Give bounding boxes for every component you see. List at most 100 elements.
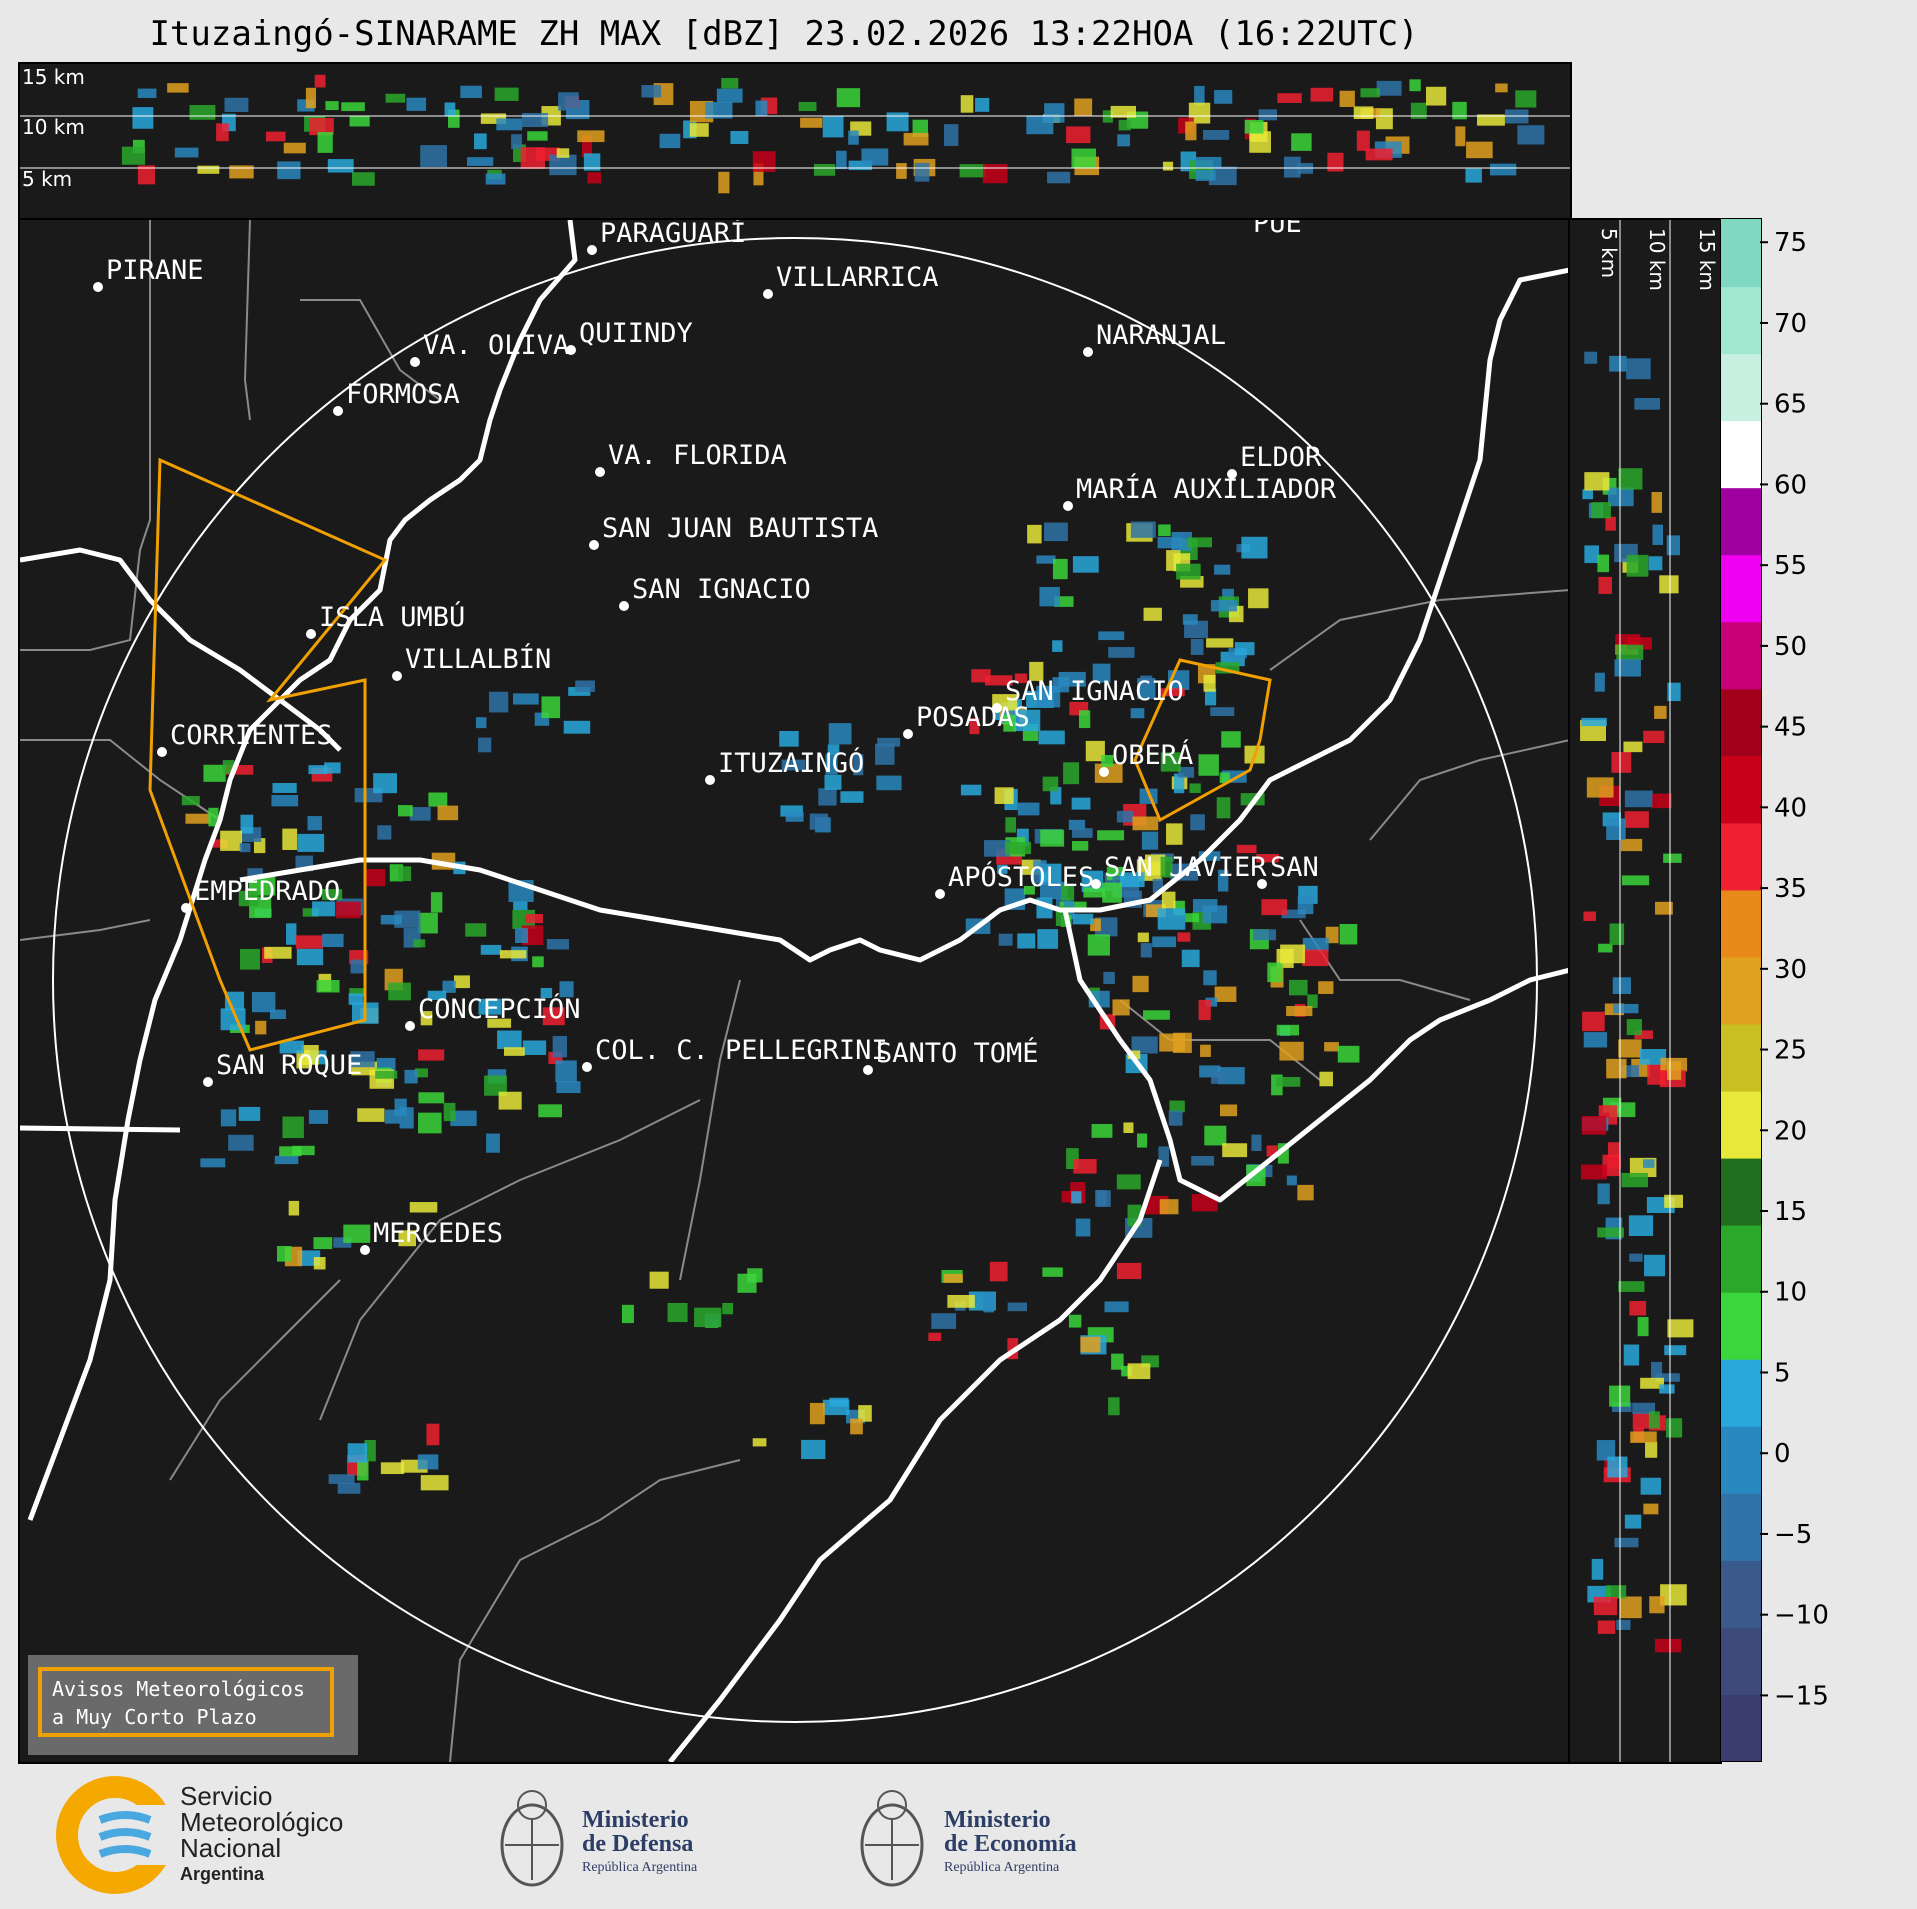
- city-dot: [1257, 879, 1267, 889]
- side-height-label-5: 5 km: [1597, 228, 1621, 278]
- city-label: VA. OLIVA: [423, 330, 569, 361]
- city-marker: ELDOR: [1227, 442, 1322, 479]
- city-marker: POSADAS: [903, 702, 1030, 739]
- city-dot: [595, 467, 605, 477]
- city-dot: [935, 889, 945, 899]
- colorbar-segment: [1721, 286, 1761, 355]
- radar-map-panel[interactable]: PIRANE PARAGUARÍ VILLARRICA VA. OLIVA QUIIND…: [18, 218, 1572, 1764]
- city-label: SAN IGNACIO: [632, 574, 811, 605]
- city-label: CONCEPCIÓN: [418, 993, 581, 1025]
- city-marker: PUE: [1253, 220, 1302, 239]
- city-label: NARANJAL: [1096, 320, 1226, 351]
- colorbar-tick-label: 5: [1774, 1358, 1791, 1388]
- city-dot: [405, 1021, 415, 1031]
- city-dot: [333, 406, 343, 416]
- smn-logo-icon: [56, 1776, 175, 1894]
- city-dot: [306, 629, 316, 639]
- city-dot: [863, 1065, 873, 1075]
- colorbar-segment: [1721, 1358, 1761, 1427]
- smn-name: Servicio Meteorológico Nacional Argentin…: [180, 1781, 344, 1884]
- city-label: PIRANE: [106, 255, 204, 286]
- colorbar-tick-label: 40: [1774, 793, 1807, 823]
- city-marker: SAN ROQUE: [203, 1050, 362, 1087]
- city-markers: PIRANE PARAGUARÍ VILLARRICA VA. OLIVA QUIIND…: [93, 220, 1337, 1255]
- city-label: COL. C. PELLEGRINI: [595, 1035, 888, 1066]
- city-dot: [1099, 767, 1109, 777]
- city-dot: [992, 703, 1002, 713]
- city-dot: [619, 601, 629, 611]
- colorbar-segment: [1721, 1224, 1761, 1293]
- colorbar-segment: [1721, 822, 1761, 891]
- city-marker: SANTO TOMÉ: [863, 1037, 1039, 1075]
- colorbar: [1720, 218, 1762, 1762]
- warning-polygon-corrientes[interactable]: [148, 457, 388, 1052]
- city-label: VA. FLORIDA: [608, 440, 787, 471]
- warning-legend-line2: a Muy Corto Plazo: [52, 1705, 257, 1729]
- colorbar-tick-label: 65: [1774, 390, 1807, 420]
- colorbar-tick-label: −15: [1774, 1681, 1829, 1711]
- city-dot: [582, 1062, 592, 1072]
- city-label: VILLALBÍN: [405, 643, 551, 675]
- city-marker: SAN JUAN BAUTISTA: [589, 513, 878, 550]
- colorbar-segment: [1721, 353, 1761, 422]
- warning-polygon-posadas[interactable]: [1133, 658, 1272, 823]
- colorbar-segment: [1721, 420, 1761, 489]
- city-label: ELDOR: [1240, 442, 1322, 473]
- colorbar-segment: [1721, 1693, 1761, 1762]
- colorbar-tick-label: 20: [1774, 1116, 1807, 1146]
- city-label: POSADAS: [916, 702, 1030, 733]
- colorbar-svg: [1721, 219, 1761, 1762]
- colorbar-tick-label: 15: [1774, 1197, 1807, 1227]
- city-dot: [589, 540, 599, 550]
- colorbar-tick-label: 30: [1774, 955, 1807, 985]
- colorbar-tick-label: 70: [1774, 309, 1807, 339]
- city-marker: MERCEDES: [360, 1218, 503, 1255]
- city-marker: ISLA UMBÚ: [306, 601, 465, 639]
- top-cross-section-panel: 15 km 10 km 5 km: [18, 62, 1572, 220]
- top-height-label-10: 10 km: [22, 115, 85, 139]
- city-marker: APÓSTOLES: [935, 861, 1094, 899]
- city-marker: SAN IGNACIO: [619, 574, 811, 611]
- city-marker: QUIINDY: [566, 318, 693, 355]
- city-dot: [203, 1077, 213, 1087]
- political-borders: [20, 220, 1570, 1762]
- city-label: SAN ROQUE: [216, 1050, 362, 1081]
- city-label: MARÍA AUXILIADOR: [1076, 473, 1337, 505]
- side-cross-section-svg: 5 km 10 km 15 km: [1580, 220, 1719, 1762]
- city-label: FORMOSA: [346, 379, 460, 410]
- city-label: QUIINDY: [579, 318, 693, 349]
- city-marker: EMPEDRADO: [181, 876, 340, 913]
- city-marker: NARANJAL: [1083, 320, 1226, 357]
- city-label: PARAGUARÍ: [600, 220, 746, 249]
- city-dot: [1063, 501, 1073, 511]
- city-dot: [360, 1245, 370, 1255]
- colorbar-segment: [1721, 688, 1761, 757]
- city-marker: SAN: [1257, 852, 1319, 889]
- city-marker: VILLARRICA: [763, 262, 939, 299]
- city-label: SANTO TOMÉ: [876, 1037, 1039, 1069]
- colorbar-tick-label: 10: [1774, 1278, 1807, 1308]
- city-label: ITUZAINGÓ: [718, 747, 864, 779]
- colorbar-segment: [1721, 956, 1761, 1025]
- chart-title: Ituzaingó-SINARAME ZH MAX [dBZ] 23.02.20…: [149, 14, 1419, 54]
- city-dot: [566, 345, 576, 355]
- city-marker: ITUZAINGÓ: [705, 747, 864, 785]
- city-dot: [392, 671, 402, 681]
- city-dot: [1083, 347, 1093, 357]
- colorbar-ticks: 75 70 65 60 55 50 45 40 35 30 25 20 15 10 5 0 −5 −10 −15: [1760, 218, 1910, 1760]
- city-marker: VA. FLORIDA: [595, 440, 787, 477]
- city-dot: [705, 775, 715, 785]
- city-marker: CONCEPCIÓN: [405, 993, 581, 1031]
- city-label: SAN JUAN BAUTISTA: [602, 513, 878, 544]
- city-marker: CORRIENTES: [157, 720, 333, 757]
- city-marker: OBERÁ: [1099, 739, 1193, 777]
- radar-echoes: [181, 521, 1360, 1494]
- colorbar-segment: [1721, 1559, 1761, 1628]
- colorbar-tick-label: −5: [1774, 1520, 1812, 1550]
- city-dot: [157, 747, 167, 757]
- colorbar-segment: [1721, 1626, 1761, 1695]
- city-marker: PARAGUARÍ: [587, 220, 746, 255]
- radar-map-svg[interactable]: PIRANE PARAGUARÍ VILLARRICA VA. OLIVA QUIIND…: [20, 220, 1570, 1762]
- colorbar-tick-label: 50: [1774, 632, 1807, 662]
- defensa-shield-icon: [500, 1790, 564, 1887]
